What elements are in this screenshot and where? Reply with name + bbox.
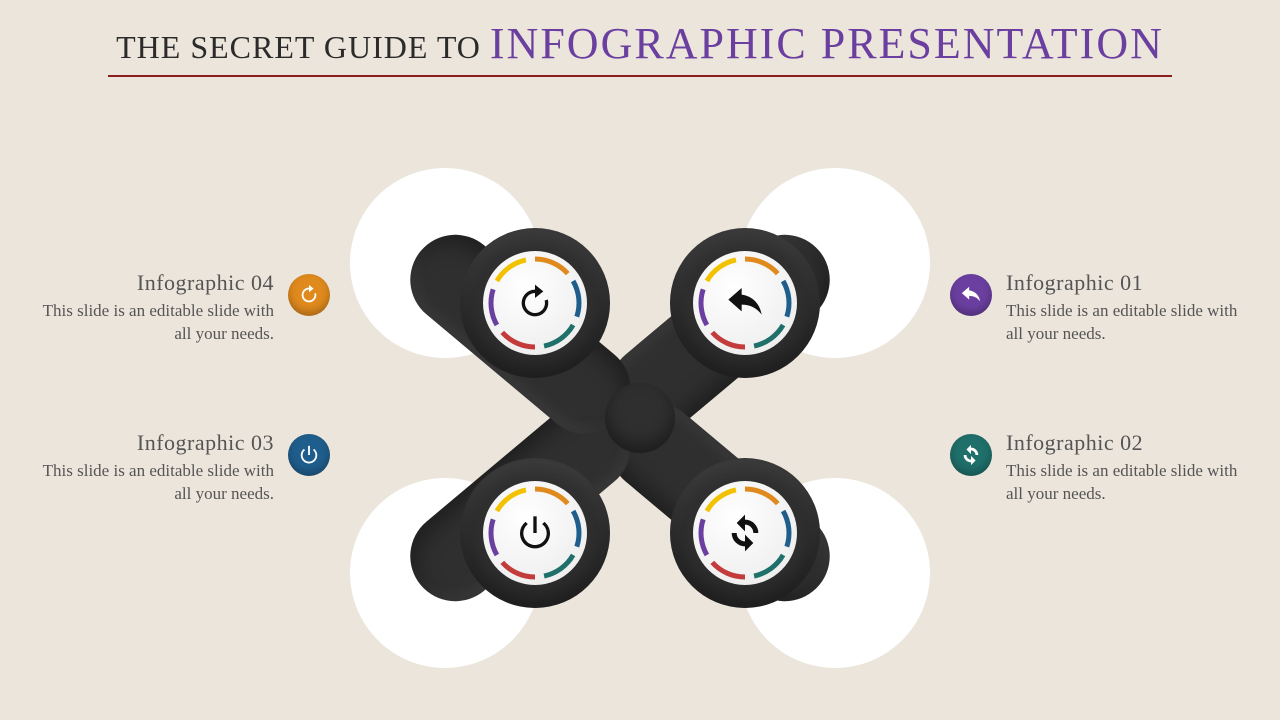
node-br-inner	[693, 481, 797, 585]
page-title-wrap: THE SECRET GUIDE TO INFOGRAPHIC PRESENTA…	[0, 0, 1280, 77]
badge-03	[288, 434, 330, 476]
sync-icon	[960, 444, 982, 466]
page-title: THE SECRET GUIDE TO INFOGRAPHIC PRESENTA…	[108, 18, 1172, 77]
node-bl-inner	[483, 481, 587, 585]
item-03-title: Infographic 03	[137, 430, 274, 456]
item-01-title: Infographic 01	[1006, 270, 1143, 296]
refresh-icon	[298, 284, 320, 306]
item-04: Infographic 04 This slide is an editable…	[30, 270, 330, 346]
central-diagram	[340, 168, 940, 668]
title-main: INFOGRAPHIC PRESENTATION	[490, 19, 1164, 68]
node-tr	[670, 228, 820, 378]
item-01-desc: This slide is an editable slide with all…	[1006, 300, 1250, 346]
item-03: Infographic 03 This slide is an editable…	[30, 430, 330, 506]
badge-02	[950, 434, 992, 476]
badge-01	[950, 274, 992, 316]
sync-icon	[725, 513, 765, 553]
power-icon	[515, 513, 555, 553]
badge-04	[288, 274, 330, 316]
node-tr-inner	[693, 251, 797, 355]
refresh-icon	[515, 283, 555, 323]
item-02-title: Infographic 02	[1006, 430, 1143, 456]
item-04-desc: This slide is an editable slide with all…	[30, 300, 274, 346]
hub	[605, 383, 675, 453]
item-02-desc: This slide is an editable slide with all…	[1006, 460, 1250, 506]
node-bl	[460, 458, 610, 608]
node-br	[670, 458, 820, 608]
power-icon	[298, 444, 320, 466]
item-01: Infographic 01 This slide is an editable…	[950, 270, 1250, 346]
item-03-desc: This slide is an editable slide with all…	[30, 460, 274, 506]
reply-icon	[725, 283, 765, 323]
item-04-title: Infographic 04	[137, 270, 274, 296]
node-tl	[460, 228, 610, 378]
reply-icon	[960, 284, 982, 306]
item-02: Infographic 02 This slide is an editable…	[950, 430, 1250, 506]
title-prefix: THE SECRET GUIDE TO	[116, 29, 490, 65]
node-tl-inner	[483, 251, 587, 355]
